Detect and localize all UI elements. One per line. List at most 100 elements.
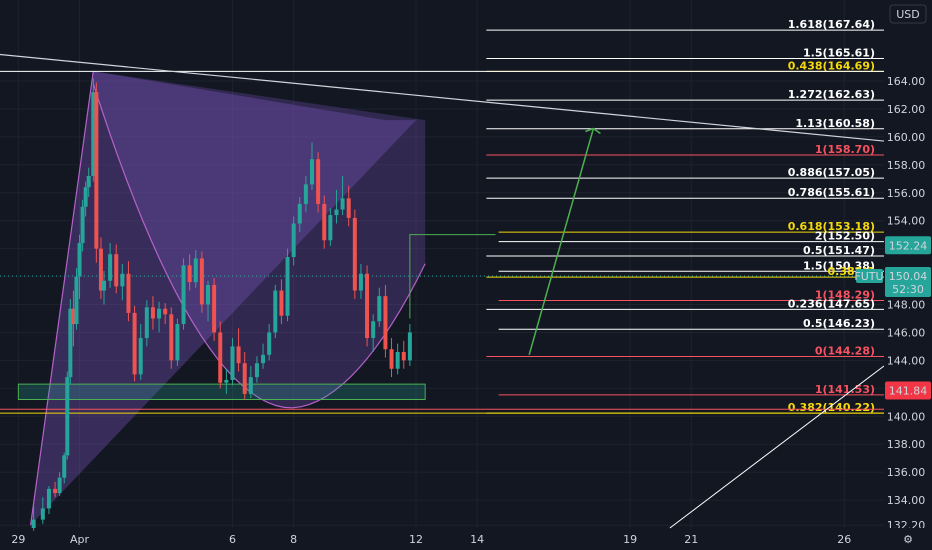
candle-body <box>98 248 103 291</box>
x-tick-label: Apr <box>70 533 90 546</box>
candle-body <box>248 377 253 394</box>
candle-body <box>120 273 125 287</box>
candle-body <box>285 257 290 316</box>
price-badge-text: 152.24 <box>889 239 928 252</box>
candle-body <box>401 352 406 361</box>
candle-body <box>181 265 186 325</box>
settings-corner-box <box>884 528 932 550</box>
fib-label: 0.236(147.65) <box>788 297 875 310</box>
candle-body <box>57 477 62 494</box>
fib-label: 0.786(155.61) <box>788 186 875 199</box>
candle-body <box>77 243 82 277</box>
candle-body <box>395 352 400 369</box>
price-badge-text: 141.84 <box>889 385 928 398</box>
y-tick-label: 154.00 <box>887 215 926 228</box>
candle-body <box>91 92 96 176</box>
candle-body <box>175 324 180 361</box>
candle-body <box>346 198 351 218</box>
candle-body <box>303 184 308 204</box>
fib-label: 0.5(146.23) <box>803 317 875 330</box>
ticker-box <box>856 269 883 284</box>
fib-levels: 1.618(167.64) 1.5(165.61)0.438(164.69) 1.2… <box>0 18 884 414</box>
candle-body <box>71 308 76 325</box>
fib-label: 1.272(162.63) <box>788 88 875 101</box>
support-box <box>17 383 426 400</box>
candle-body <box>138 338 143 375</box>
price-badge <box>885 236 931 255</box>
settings-corner[interactable]: ⚙ <box>884 528 932 550</box>
tradingview-logo-icon: ⚙ <box>903 533 913 546</box>
candle-body <box>328 215 333 241</box>
x-tick-label: 21 <box>684 533 698 546</box>
descending-trendline <box>0 53 885 142</box>
y-tick-label: 138.00 <box>887 438 926 451</box>
candle-body <box>316 159 321 204</box>
candle-body <box>40 508 45 520</box>
candle-body <box>199 258 204 305</box>
x-tick-label: 19 <box>623 533 637 546</box>
triangle-left-edge <box>29 71 94 526</box>
projection-arrow-head <box>585 127 601 135</box>
x-tick-label: 12 <box>409 533 423 546</box>
candle-body <box>31 519 36 528</box>
y-tick-label: 160.00 <box>887 131 926 144</box>
candle-body <box>242 363 247 394</box>
candle-body <box>206 284 210 305</box>
y-tick-label: 158.00 <box>887 159 926 172</box>
candle-body <box>86 176 91 188</box>
candle-body <box>371 321 376 339</box>
candle-body <box>322 203 327 241</box>
candle-body <box>218 332 223 383</box>
candle-body <box>230 346 235 380</box>
candle-body <box>310 159 314 185</box>
candle-body <box>340 198 345 210</box>
candle-body <box>291 223 296 258</box>
candle-body <box>377 296 382 322</box>
time-axis: 29 Apr 6 8 12 14 19 21 26 <box>11 533 851 546</box>
fib-label: 1(158.70) <box>815 143 875 156</box>
ticker-label: FUTU <box>854 270 883 283</box>
y-tick-label: 146.00 <box>887 326 926 339</box>
candle-body <box>65 377 70 456</box>
fib-label: 0(144.28) <box>815 344 875 357</box>
candle-body <box>102 280 106 291</box>
candle-body <box>236 346 241 364</box>
candles-group <box>31 78 412 531</box>
y-tick-label: 140.00 <box>887 410 926 423</box>
currency-box[interactable] <box>889 4 927 24</box>
trend-drawings <box>0 53 885 529</box>
candle-body <box>150 307 155 319</box>
candle-body <box>114 254 119 287</box>
candle-body <box>62 455 67 478</box>
y-tick-label: 156.00 <box>887 187 926 200</box>
candle-body <box>163 308 168 315</box>
y-tick-label: 162.00 <box>887 103 926 116</box>
x-tick-label: 6 <box>229 533 236 546</box>
candle-body <box>108 254 113 281</box>
x-tick-label: 29 <box>11 533 25 546</box>
fib-label: 0.438(164.69) <box>788 59 875 72</box>
candle-body <box>144 307 149 339</box>
fib-label: 1.618(167.64) <box>788 18 875 31</box>
candle-body <box>279 290 284 316</box>
candle-body <box>254 363 259 378</box>
range-box-line <box>409 234 496 319</box>
y-tick-label: 136.00 <box>887 466 926 479</box>
price-badge <box>885 381 931 400</box>
y-tick-label: 144.00 <box>887 354 926 367</box>
fib-label: 2(152.50) <box>815 230 875 243</box>
current-price-badge <box>885 267 931 298</box>
rising-trendline <box>669 365 885 529</box>
candle-body <box>267 332 272 355</box>
candle-body <box>389 349 394 369</box>
countdown-text: 52:30 <box>892 283 924 296</box>
candle-body <box>365 273 370 339</box>
candle-body <box>94 92 99 249</box>
x-tick-label: 26 <box>837 533 851 546</box>
candle-body <box>261 354 266 364</box>
candle-body <box>358 273 363 291</box>
candle-body <box>334 209 339 216</box>
